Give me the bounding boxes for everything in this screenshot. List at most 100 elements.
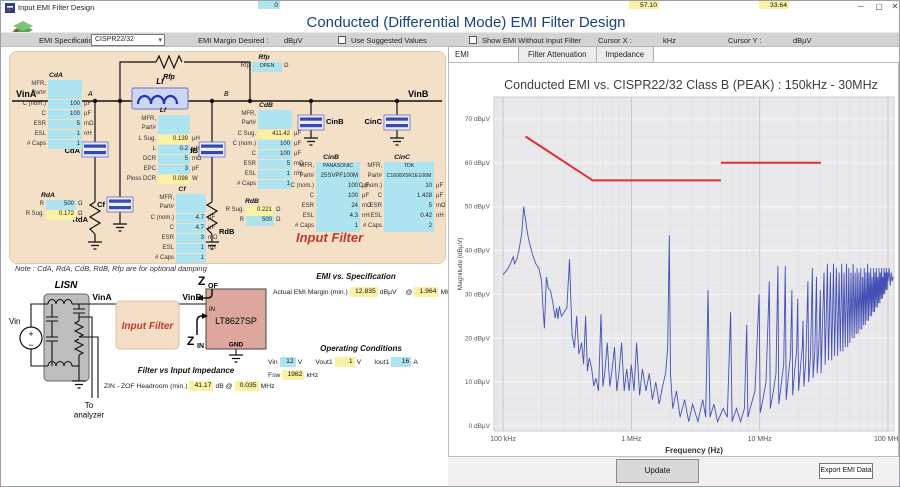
lf-inductor-symbol[interactable] [131, 87, 189, 110]
param-value-box[interactable]: 5 [158, 154, 190, 164]
param-value-box[interactable]: 4.7 [176, 223, 206, 233]
param-label: C (nom.) [150, 214, 174, 221]
param-value-box[interactable] [158, 115, 190, 134]
zin-label: Z [187, 334, 194, 348]
param-value-box[interactable]: 5 [258, 159, 292, 169]
y-tick-label: 60 dBµV [465, 160, 491, 167]
param-value-box[interactable]: 2 [384, 222, 434, 232]
param-label: L [152, 145, 156, 152]
param-value-box[interactable]: 0.42 [384, 212, 434, 222]
param-value-box[interactable]: 4.3 [316, 212, 360, 222]
param-value-box[interactable]: 100 [48, 109, 82, 119]
param-value-box[interactable]: 25SVPF100M [316, 172, 360, 182]
param-value-box[interactable] [258, 110, 292, 129]
param-row: Rfp OPEN Ω [236, 62, 292, 72]
export-emi-data-button[interactable]: Export EMI Data [819, 463, 873, 479]
param-value-box[interactable]: 500 [246, 216, 274, 226]
param-value-box[interactable]: 100 [316, 192, 360, 202]
param-value-box[interactable]: 1 [316, 222, 360, 232]
headroom-value: 41.17 [189, 381, 214, 391]
capacitor-symbols[interactable] [81, 114, 411, 213]
param-value-box[interactable]: 100 [48, 99, 82, 109]
param-table-title: CinB [323, 154, 339, 161]
lf-symbol-label: Lf [156, 77, 165, 86]
param-value-box[interactable]: 1 [258, 179, 292, 189]
use-suggested-checkbox[interactable] [338, 36, 346, 44]
param-value-box[interactable]: 0.221 [246, 206, 274, 216]
param-value-box[interactable]: 4.7 [176, 213, 206, 223]
vin-label: Vin [9, 317, 20, 326]
minimize-icon[interactable]: ─ [858, 2, 864, 11]
param-value-box[interactable]: 0.172 [46, 210, 76, 220]
param-row: R 500 Ω [220, 216, 284, 226]
vin-field-label: Vin [268, 358, 278, 366]
param-value-box[interactable]: 0.139 [158, 134, 190, 144]
regulator-block[interactable] [205, 288, 267, 350]
param-label: Ploss DCR [126, 175, 156, 182]
param-row: EPC 3 pF [122, 164, 204, 174]
param-label: # Caps [236, 180, 256, 187]
param-table-cinb: CinB MFR, PANASONIC Part# 25SVPF100M C (nom.)… [290, 154, 372, 232]
tab-emi[interactable]: EMI [448, 46, 518, 63]
param-table-cdb: CdB MFR, Part# C Sug. 411.42 µF C (nom.) 100 µF C… [228, 102, 304, 190]
param-value-box[interactable]: PANASONIC [316, 162, 360, 172]
regulator-name: LT8627SP [215, 316, 257, 326]
param-value-box[interactable]: 1 [176, 243, 206, 253]
param-row: C (nom.) 10 µF [358, 182, 446, 192]
show-emi-without-filter-checkbox[interactable] [469, 36, 477, 44]
to-analyzer-line1: To [85, 401, 94, 410]
input-filter-block[interactable] [115, 300, 180, 350]
param-value-box[interactable]: 1 [258, 169, 292, 179]
param-unit: µF [436, 183, 444, 189]
param-value-box[interactable]: 100 [316, 182, 360, 192]
emi-chart[interactable]: 0 dBµV 10 dBµV 20 dBµV 30 dBµV 40 dBµV 50 dBµ… [451, 91, 900, 457]
param-label: C [251, 150, 256, 157]
fsw-field-value[interactable]: 1982 [282, 370, 305, 380]
tab-impedance[interactable]: Impedance [595, 46, 655, 63]
plot-area[interactable] [493, 96, 895, 432]
maximize-icon[interactable]: ▢ [875, 2, 883, 11]
param-value-box[interactable]: C1608X5R1E106M [384, 172, 434, 182]
iout-field-unit: A [413, 358, 418, 366]
param-value-box[interactable]: 1 [48, 129, 82, 139]
param-value-box[interactable]: 0.098 [158, 174, 190, 184]
param-value-box[interactable]: 5 [48, 119, 82, 129]
param-value-box[interactable]: TDK [384, 162, 434, 172]
emi-spectrum-trace [502, 206, 894, 424]
param-value-box[interactable]: 100 [258, 139, 292, 149]
node-vina-label: VinA [16, 89, 37, 99]
param-value-box[interactable]: 411.42 [258, 129, 292, 139]
iout-field-value[interactable]: 16 [391, 357, 412, 367]
update-button[interactable]: Update [616, 459, 699, 483]
vin-field-value[interactable]: 12 [279, 357, 296, 367]
param-value-box[interactable]: 10 [384, 182, 434, 192]
param-unit: µF [362, 193, 370, 199]
param-row: MFR, PANASONIC [290, 162, 372, 172]
param-unit: Ω [276, 217, 281, 223]
param-value-box[interactable]: 0.2 [158, 144, 190, 154]
param-value-box[interactable]: 1.428 [384, 192, 434, 202]
param-value-box[interactable]: 500 [46, 200, 76, 210]
param-value-box[interactable]: 3 [158, 164, 190, 174]
param-value-box[interactable]: 3 [176, 233, 206, 243]
x-tick-label: 100 kHz [490, 436, 516, 443]
param-unit: µF [84, 100, 92, 107]
param-value-box[interactable]: 1 [176, 253, 206, 263]
param-value-box[interactable]: 100 [258, 149, 292, 159]
impedance-row: ZIN - ZOF Headroom (min.) 41.17 dB @ 0.0… [104, 381, 275, 391]
headroom-label: ZIN - ZOF Headroom (min.) [104, 382, 188, 390]
param-value-box[interactable]: 1 [48, 139, 82, 149]
param-value-box[interactable]: 24 [316, 202, 360, 212]
param-value-box[interactable] [48, 80, 82, 99]
vout-field-value[interactable]: 1 [334, 357, 355, 367]
emi-spec-dropdown[interactable]: CISPR22/32 ▾ [91, 34, 165, 46]
param-value-box[interactable]: OPEN [252, 62, 282, 72]
param-label: C (nom.) [232, 140, 256, 147]
emi-margin-input[interactable]: 0 [258, 1, 280, 9]
param-value-box[interactable]: 5 [384, 202, 434, 212]
tab-filter-attenuation[interactable]: Filter Attenuation [518, 46, 596, 63]
gnd-pin-label: GND [229, 342, 244, 349]
input-filter-block-label: Input Filter [122, 321, 175, 332]
param-value-box[interactable] [176, 194, 206, 213]
close-icon[interactable]: ✕ [891, 2, 899, 11]
